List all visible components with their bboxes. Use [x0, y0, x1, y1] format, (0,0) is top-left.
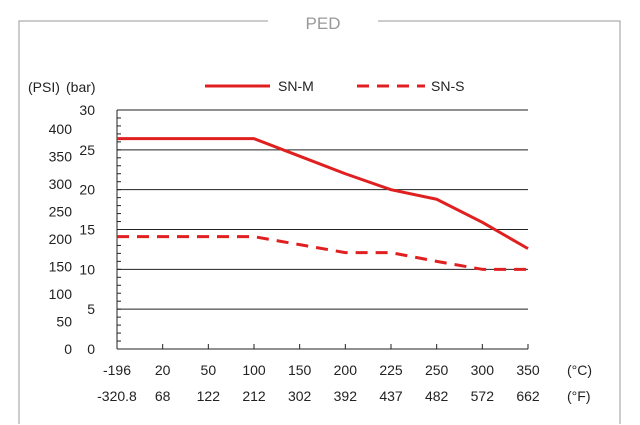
x-tick-label-celsius: 225	[379, 362, 403, 378]
y-tick-label-bar: 25	[79, 142, 95, 158]
x-tick-label-celsius: 300	[471, 362, 495, 378]
x-unit-celsius: (°C)	[567, 362, 592, 378]
x-unit-fahrenheit: (°F)	[567, 388, 590, 404]
x-tick-label-celsius: 150	[288, 362, 312, 378]
series-line-sn-m	[117, 137, 529, 250]
x-tick-label-fahrenheit: 68	[155, 388, 171, 404]
y-tick-label-bar: 15	[79, 222, 95, 238]
y-tick-label-bar: 5	[87, 301, 95, 317]
y-tick-label-psi: 100	[49, 286, 73, 302]
x-tick-label-fahrenheit: 662	[516, 388, 540, 404]
x-tick-label-fahrenheit: 122	[197, 388, 221, 404]
grid	[117, 109, 528, 310]
series-line-sn-s	[117, 235, 528, 271]
tick-labels: 051015202530050100150200250300350400-196…	[49, 102, 540, 404]
legend-label-sn-m: SN-M	[278, 78, 314, 94]
y-tick-label-bar: 10	[79, 261, 95, 277]
x-tick-label-celsius: 100	[242, 362, 266, 378]
frame-border	[378, 20, 621, 424]
chart-title: PED	[306, 14, 341, 33]
x-tick-label-celsius: 50	[201, 362, 217, 378]
y-tick-label-psi: 150	[49, 259, 73, 275]
y-tick-label-bar: 0	[87, 341, 95, 357]
x-tick-label-fahrenheit: 482	[425, 388, 449, 404]
y-tick-label-psi: 200	[49, 231, 73, 247]
y-tick-label-bar: 30	[79, 102, 95, 118]
y-tick-label-psi: 350	[49, 149, 73, 165]
x-tick-label-celsius: -196	[103, 362, 131, 378]
x-tick-label-celsius: 250	[425, 362, 449, 378]
y-unit-psi: (PSI)	[28, 79, 60, 95]
x-tick-label-celsius: 200	[334, 362, 358, 378]
y-tick-label-psi: 250	[49, 204, 73, 220]
x-tick-label-fahrenheit: 572	[471, 388, 495, 404]
legend: SN-M SN-S	[205, 78, 464, 94]
axes	[116, 109, 529, 350]
x-tick-label-celsius: 20	[155, 362, 171, 378]
series-lines	[117, 137, 529, 271]
y-tick-label-psi: 400	[49, 121, 73, 137]
x-tick-label-fahrenheit: -320.8	[97, 388, 137, 404]
y-tick-label-bar: 20	[79, 182, 95, 198]
x-tick-label-fahrenheit: 437	[379, 388, 403, 404]
legend-label-sn-s: SN-S	[431, 78, 464, 94]
x-tick-label-fahrenheit: 302	[288, 388, 312, 404]
y-tick-label-psi: 0	[64, 341, 72, 357]
x-tick-label-fahrenheit: 212	[242, 388, 266, 404]
frame-border	[18, 20, 268, 424]
x-tick-label-fahrenheit: 392	[334, 388, 358, 404]
x-tick-label-celsius: 350	[516, 362, 540, 378]
y-unit-bar: (bar)	[66, 79, 96, 95]
y-tick-label-psi: 50	[56, 314, 72, 330]
y-tick-label-psi: 300	[49, 176, 73, 192]
